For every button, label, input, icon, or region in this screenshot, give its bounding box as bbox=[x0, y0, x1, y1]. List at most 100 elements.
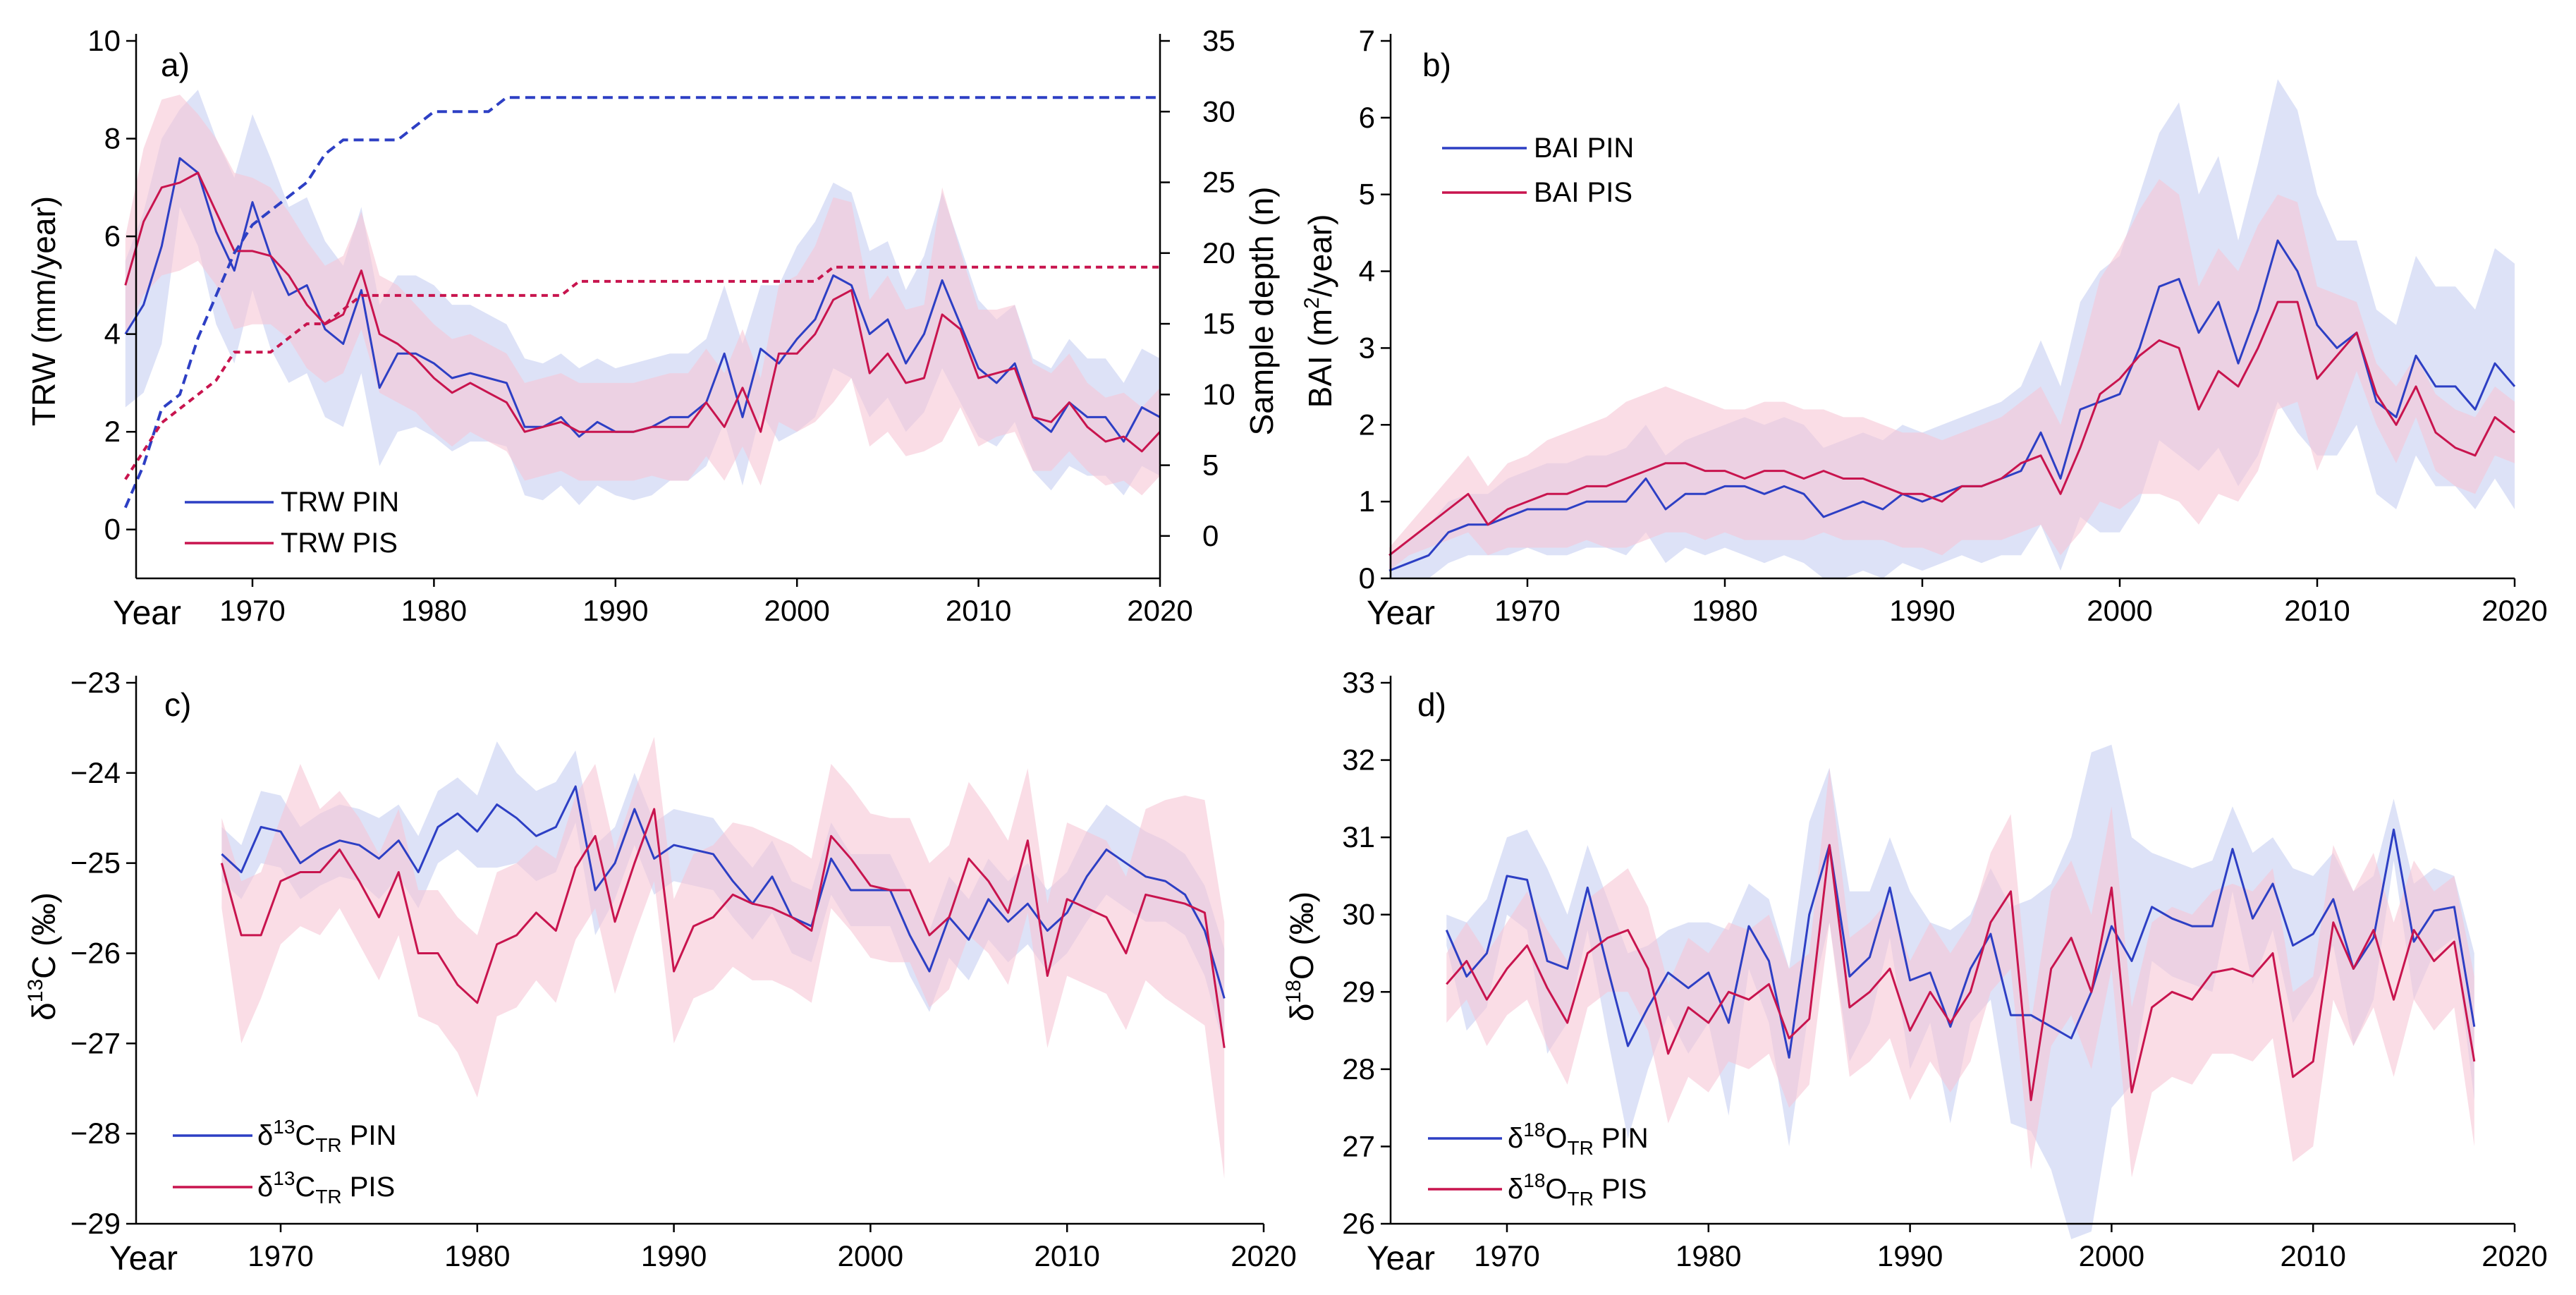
panel-a-sample-depth-pis bbox=[124, 265, 1160, 480]
panel-a-xtick-label: 1980 bbox=[401, 594, 467, 627]
panel-d-ytick-label: 31 bbox=[1342, 820, 1375, 853]
panel-d-label: d) bbox=[1417, 686, 1446, 723]
panel-d-lines bbox=[1445, 828, 2476, 1102]
panel-b-bands bbox=[1389, 79, 2515, 578]
panel-d-ytick-label: 27 bbox=[1342, 1129, 1375, 1162]
panel-a-legend: TRW PIN TRW PIS bbox=[185, 487, 399, 559]
panel-a-xtick-label: 1990 bbox=[582, 594, 648, 627]
panel-a-sample-depth-pin bbox=[123, 96, 1160, 509]
panel-d-legend: δ18OTR PIN δ18OTR PIS bbox=[1428, 1119, 1649, 1210]
panel-c-xtick-label: 1990 bbox=[641, 1239, 707, 1272]
panel-c-ytick-label: −23 bbox=[71, 666, 121, 699]
panel-b-ytick-label: 4 bbox=[1359, 255, 1375, 288]
panel-c-line-pin bbox=[221, 785, 1226, 999]
panel-a-y2tick-label: 5 bbox=[1202, 449, 1219, 482]
panel-c-ytick-label: −27 bbox=[71, 1026, 121, 1059]
panel-a-lines bbox=[124, 157, 1161, 453]
panel-b-axes: 0 1 2 3 4 5 6 7 1970 1980 1990 2000 2010 2020 bbox=[1359, 24, 2548, 627]
panel-b: 0 1 2 3 4 5 6 7 1970 1980 1990 2000 2010 2020 b) Year… bbox=[1300, 24, 2548, 632]
panel-a-y2label: Sample depth (n) bbox=[1243, 187, 1280, 436]
panel-c-band-pis bbox=[221, 736, 1225, 1179]
panel-c-xtick-label: 1970 bbox=[248, 1239, 313, 1272]
panel-a-y2tick-label: 25 bbox=[1202, 166, 1235, 199]
panel-d-xtick-label: 2000 bbox=[2079, 1239, 2144, 1272]
panel-b-band-pis bbox=[1389, 178, 2515, 571]
panel-a-line-pis bbox=[124, 171, 1161, 453]
panel-d-line-pin bbox=[1445, 828, 2476, 1059]
panel-d: 26 27 28 29 30 31 32 33 1970 1980 1990 2000 2010 2020… bbox=[1282, 666, 2548, 1277]
panel-d-band-pis bbox=[1446, 767, 2474, 1178]
panel-b-ylabel: BAI (m2/year) bbox=[1300, 214, 1338, 408]
panel-d-xtick-label: 1990 bbox=[1877, 1239, 1943, 1272]
panel-a-ylabel: TRW (mm/year) bbox=[25, 196, 62, 426]
panel-a-xtick-label: 1970 bbox=[219, 594, 285, 627]
panel-a-band-pis bbox=[125, 95, 1160, 496]
panel-a-y2tick-label: 30 bbox=[1202, 95, 1235, 128]
legend-label-bai-pin: BAI PIN bbox=[1534, 133, 1634, 164]
panel-c-label: c) bbox=[164, 686, 191, 723]
panel-d-xtick-label: 1970 bbox=[1474, 1239, 1539, 1272]
panel-b-ytick-label: 1 bbox=[1359, 485, 1375, 518]
panel-d-line-pis bbox=[1446, 844, 2476, 1102]
panel-b-xtick-label: 2000 bbox=[2087, 594, 2152, 627]
panel-a-ytick-label: 4 bbox=[104, 317, 121, 351]
panel-c: −29 −28 −27 −26 −25 −24 −23 1970 1980 1990 2000 201… bbox=[24, 666, 1297, 1277]
panel-a-y2tick-label: 0 bbox=[1202, 519, 1219, 552]
panel-d-xtick-label: 2010 bbox=[2280, 1239, 2345, 1272]
panel-d-axes: 26 27 28 29 30 31 32 33 1970 1980 1990 2000 2010 2020 bbox=[1342, 666, 2547, 1272]
panel-d-xtick-label: 1980 bbox=[1675, 1239, 1741, 1272]
panel-c-xtick-label: 1980 bbox=[444, 1239, 510, 1272]
panel-c-ytick-label: −24 bbox=[71, 756, 121, 789]
panel-a-ytick-label: 0 bbox=[104, 513, 121, 546]
panel-c-xtick-label: 2010 bbox=[1034, 1239, 1099, 1272]
legend-label-d13c-pin: δ13CTR PIN bbox=[257, 1116, 396, 1156]
panel-b-ytick-label: 6 bbox=[1359, 101, 1375, 134]
panel-a-year-label: Year bbox=[113, 595, 181, 632]
panel-d-year-label: Year bbox=[1367, 1240, 1435, 1277]
panel-b-xtick-label: 2020 bbox=[2482, 594, 2547, 627]
panel-a-ytick-label: 10 bbox=[87, 24, 121, 57]
panel-c-ylabel: δ13C (‰) bbox=[24, 892, 62, 1021]
panel-b-xtick-label: 1980 bbox=[1692, 594, 1757, 627]
legend-label-trw-pis: TRW PIS bbox=[281, 528, 398, 559]
panel-d-ytick-label: 29 bbox=[1342, 975, 1375, 1008]
panel-a: 0 2 4 6 8 10 0 5 10 15 20 25 30 35 1970 1980 1990 2000 201… bbox=[25, 24, 1280, 632]
panel-c-ytick-label: −26 bbox=[71, 937, 121, 970]
panel-d-ytick-label: 28 bbox=[1342, 1052, 1375, 1086]
panel-b-year-label: Year bbox=[1367, 595, 1435, 632]
panel-a-label: a) bbox=[161, 47, 190, 83]
panel-c-xtick-label: 2020 bbox=[1231, 1239, 1296, 1272]
panel-c-ytick-label: −29 bbox=[71, 1207, 121, 1240]
panel-b-label: b) bbox=[1422, 47, 1451, 83]
panel-c-ytick-label: −25 bbox=[71, 846, 121, 880]
panel-a-y2tick-label: 35 bbox=[1202, 24, 1235, 57]
panel-a-ytick-label: 2 bbox=[104, 415, 121, 448]
panel-c-bands bbox=[221, 736, 1225, 1179]
legend-label-trw-pin: TRW PIN bbox=[281, 487, 399, 518]
panel-b-xtick-label: 2010 bbox=[2284, 594, 2350, 627]
panel-d-ytick-label: 30 bbox=[1342, 898, 1375, 931]
panel-d-ytick-label: 33 bbox=[1342, 666, 1375, 699]
legend-label-d18o-pis: δ18OTR PIS bbox=[1508, 1169, 1647, 1210]
panel-b-line-pis bbox=[1388, 300, 2515, 557]
panel-a-y2tick-label: 10 bbox=[1202, 377, 1235, 411]
panel-a-bands bbox=[125, 90, 1160, 506]
panel-c-xtick-label: 2000 bbox=[838, 1239, 903, 1272]
panel-b-line-pin bbox=[1388, 239, 2516, 572]
panel-c-line-pis bbox=[220, 808, 1226, 1048]
legend-label-bai-pis: BAI PIS bbox=[1534, 177, 1632, 208]
panel-b-ytick-label: 5 bbox=[1359, 178, 1375, 211]
panel-a-xtick-label: 2010 bbox=[946, 594, 1011, 627]
panel-c-ytick-label: −28 bbox=[71, 1117, 121, 1150]
panel-a-ytick-label: 8 bbox=[104, 122, 121, 155]
panel-a-xtick-label: 2020 bbox=[1127, 594, 1192, 627]
panel-d-bands bbox=[1446, 744, 2474, 1239]
panel-a-ytick-label: 6 bbox=[104, 219, 121, 253]
panel-c-legend: δ13CTR PIN δ13CTR PIS bbox=[173, 1116, 396, 1208]
panel-d-ytick-label: 32 bbox=[1342, 743, 1375, 777]
panel-a-y2tick-label: 15 bbox=[1202, 307, 1235, 340]
panel-b-ytick-label: 7 bbox=[1359, 24, 1375, 57]
panel-b-ytick-label: 2 bbox=[1359, 408, 1375, 441]
panel-c-lines bbox=[220, 785, 1226, 1048]
